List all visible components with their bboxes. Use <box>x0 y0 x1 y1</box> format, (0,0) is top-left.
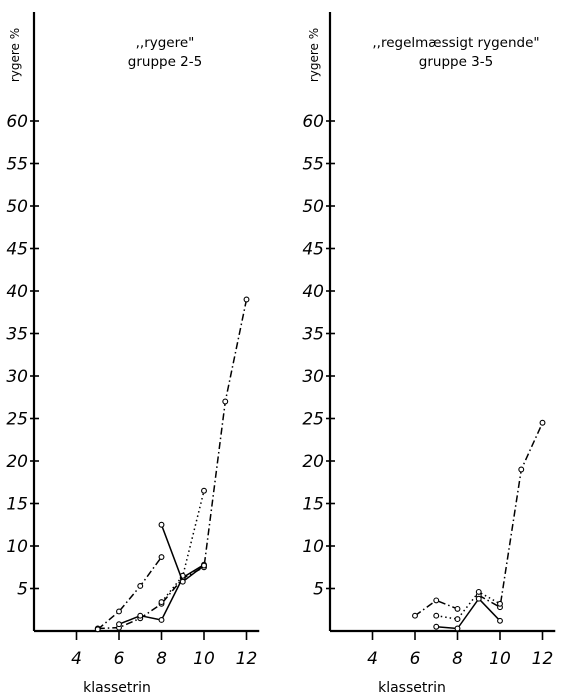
chart-subtitle: gruppe 3-5 <box>419 54 493 70</box>
data-point <box>454 625 461 632</box>
y-axis-label: rygere % <box>8 28 22 82</box>
y-tick-label: 20 <box>302 452 324 472</box>
data-point <box>412 612 418 619</box>
data-point <box>497 600 503 607</box>
x-tick-label: 12 <box>236 649 258 669</box>
y-tick-label: 45 <box>302 240 324 260</box>
x-axis-label: klassetrin <box>83 680 151 695</box>
series-line-3 <box>436 591 501 620</box>
y-tick-label: 30 <box>6 367 28 387</box>
data-point <box>116 608 122 615</box>
series-line-2 <box>478 422 544 608</box>
y-tick-label: 15 <box>302 495 324 515</box>
data-point <box>518 466 525 473</box>
x-tick-label: 4 <box>71 649 82 669</box>
y-tick-label: 25 <box>6 410 28 430</box>
x-tick-label: 6 <box>114 649 125 669</box>
data-point <box>475 588 482 595</box>
x-tick-label: 6 <box>410 649 421 669</box>
data-point <box>433 612 440 619</box>
y-tick-label: 45 <box>6 240 28 260</box>
data-point <box>137 612 144 619</box>
data-point <box>158 521 165 528</box>
series-line-1 <box>97 299 248 630</box>
data-point <box>201 487 207 494</box>
chart-left-rygere: 5 10 15 20 25 30 35 40 45 50 55 60 4 6 8 10 12 rygere %,,… <box>6 12 260 695</box>
y-tick-label: 10 <box>302 537 324 557</box>
data-point <box>158 616 165 623</box>
chart-title: ,,regelmæssigt rygende" <box>372 35 539 51</box>
y-tick-label: 10 <box>6 537 28 557</box>
series-line-3 <box>97 556 163 630</box>
x-tick-label: 12 <box>532 649 554 669</box>
y-tick-label: 60 <box>6 112 28 132</box>
data-point <box>539 419 546 426</box>
data-point <box>497 617 503 624</box>
x-tick-label: 10 <box>193 649 215 669</box>
series-line-2 <box>118 564 205 625</box>
data-point <box>116 621 122 628</box>
data-point <box>158 554 165 560</box>
y-tick-label: 5 <box>17 580 28 600</box>
x-tick-label: 10 <box>489 649 511 669</box>
y-tick-label: 15 <box>6 495 28 515</box>
data-point <box>475 595 482 602</box>
y-tick-label: 35 <box>302 325 324 345</box>
data-point <box>158 599 165 606</box>
y-tick-label: 25 <box>302 410 324 430</box>
y-tick-label: 20 <box>6 452 28 472</box>
x-axis-label: klassetrin <box>378 680 446 695</box>
data-point <box>179 578 186 585</box>
series-line-4 <box>436 597 501 630</box>
y-tick-label: 55 <box>302 155 324 175</box>
y-tick-label: 5 <box>313 580 324 600</box>
data-point <box>433 623 440 630</box>
data-point <box>433 597 440 604</box>
x-tick-label: 8 <box>156 649 167 669</box>
y-tick-label: 30 <box>302 367 324 387</box>
chart-right-regelmaessigt: 5 10 15 20 25 30 35 40 45 50 55 60 4 6 8 10 12 rygere %,,… <box>302 12 556 695</box>
y-tick-label: 40 <box>6 282 28 302</box>
y-tick-label: 40 <box>302 282 324 302</box>
data-point <box>454 616 461 623</box>
data-point <box>201 562 207 569</box>
x-tick-label: 8 <box>452 649 463 669</box>
y-tick-label: 60 <box>302 112 324 132</box>
data-point <box>243 296 250 303</box>
data-point <box>454 605 461 612</box>
y-tick-label: 50 <box>302 197 324 217</box>
chart-subtitle: gruppe 2-5 <box>128 54 202 70</box>
data-point <box>94 626 101 633</box>
y-tick-label: 35 <box>6 325 28 345</box>
y-tick-label: 55 <box>6 155 28 175</box>
chart-title: ,,rygere" <box>136 35 195 51</box>
series-line-4 <box>160 490 205 603</box>
data-point <box>137 582 144 589</box>
data-point <box>222 398 229 405</box>
y-tick-label: 50 <box>6 197 28 217</box>
x-tick-label: 4 <box>367 649 378 669</box>
y-axis-label: rygere % <box>307 28 321 82</box>
